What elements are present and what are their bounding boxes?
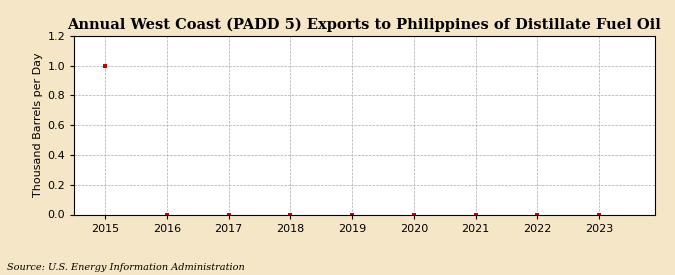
Text: Source: U.S. Energy Information Administration: Source: U.S. Energy Information Administ… xyxy=(7,263,244,272)
Y-axis label: Thousand Barrels per Day: Thousand Barrels per Day xyxy=(33,53,43,197)
Title: Annual West Coast (PADD 5) Exports to Philippines of Distillate Fuel Oil: Annual West Coast (PADD 5) Exports to Ph… xyxy=(68,17,662,32)
